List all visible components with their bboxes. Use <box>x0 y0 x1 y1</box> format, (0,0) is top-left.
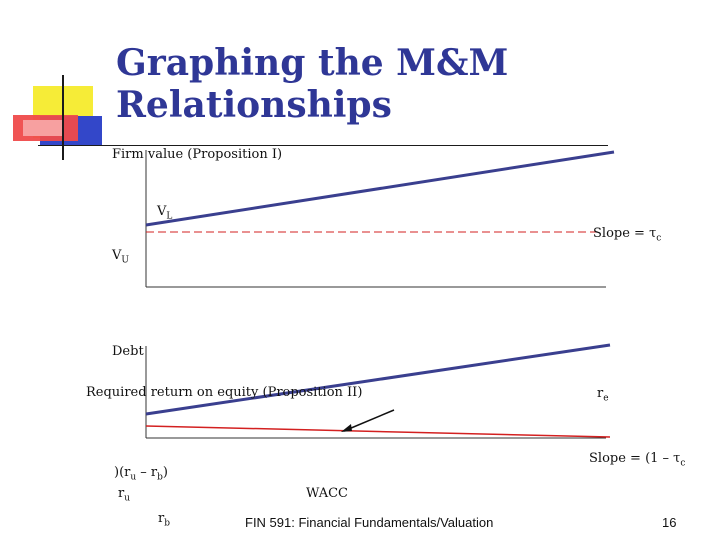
debt-label: Debt <box>112 344 144 359</box>
ru-label-text: r <box>118 486 125 501</box>
vl-line <box>145 150 615 227</box>
slope-tc-label: Slope = τc <box>593 226 661 247</box>
footer-course: FIN 591: Financial Fundamentals/Valuatio… <box>245 515 494 530</box>
decorative-vertical-rule <box>62 75 64 160</box>
vu-label-sub: U <box>121 255 129 266</box>
rb-label: rb <box>158 511 170 532</box>
wacc-line <box>145 425 611 438</box>
footer-page-number: 16 <box>662 515 677 530</box>
vl-label-text: V <box>157 204 167 219</box>
slide-title-line-2: Relationships <box>116 84 392 126</box>
slide-title-line-1: Graphing the M&M <box>116 42 509 84</box>
re-line <box>145 343 611 416</box>
slope-tc-text: Slope = τ <box>593 226 657 241</box>
graph1-axis-label: Firm value (Proposition I) <box>112 147 283 162</box>
pointer-arrow <box>343 409 395 432</box>
pointer-arrow-head <box>341 424 352 432</box>
re-label: re <box>597 386 609 407</box>
spread-sub-b: b <box>157 472 163 483</box>
spread-close: ) <box>162 465 168 480</box>
rb-label-sub: b <box>164 518 170 529</box>
spread-label: )(ru – rb) <box>114 465 168 486</box>
rb-label-text: r <box>158 511 165 526</box>
wacc-label: WACC <box>306 486 348 501</box>
slope-equity-label: Slope = (1 – τc <box>589 451 685 472</box>
vu-label-text: V <box>112 248 122 263</box>
re-label-text: r <box>597 386 604 401</box>
vl-label: VL <box>157 204 172 225</box>
re-label-sub: e <box>603 393 609 404</box>
slope-equity-text: Slope = (1 – τ <box>589 451 681 466</box>
spread-sub-u: u <box>130 472 137 483</box>
slide-title: Graphing the M&M Relationships <box>116 42 636 126</box>
spread-minus: – r <box>136 465 158 480</box>
spread-open: )(r <box>114 465 131 480</box>
ru-label-sub: u <box>124 493 131 504</box>
graph2-axis-label: Required return on equity (Proposition I… <box>86 385 363 400</box>
decorative-pink-block <box>23 120 63 136</box>
ru-label: ru <box>118 486 130 507</box>
vu-label: VU <box>112 248 129 269</box>
slope-tc-sub: c <box>656 233 662 244</box>
title-underline-rule <box>38 145 608 146</box>
slope-equity-sub: c <box>680 458 686 469</box>
vl-label-sub: L <box>166 211 173 222</box>
